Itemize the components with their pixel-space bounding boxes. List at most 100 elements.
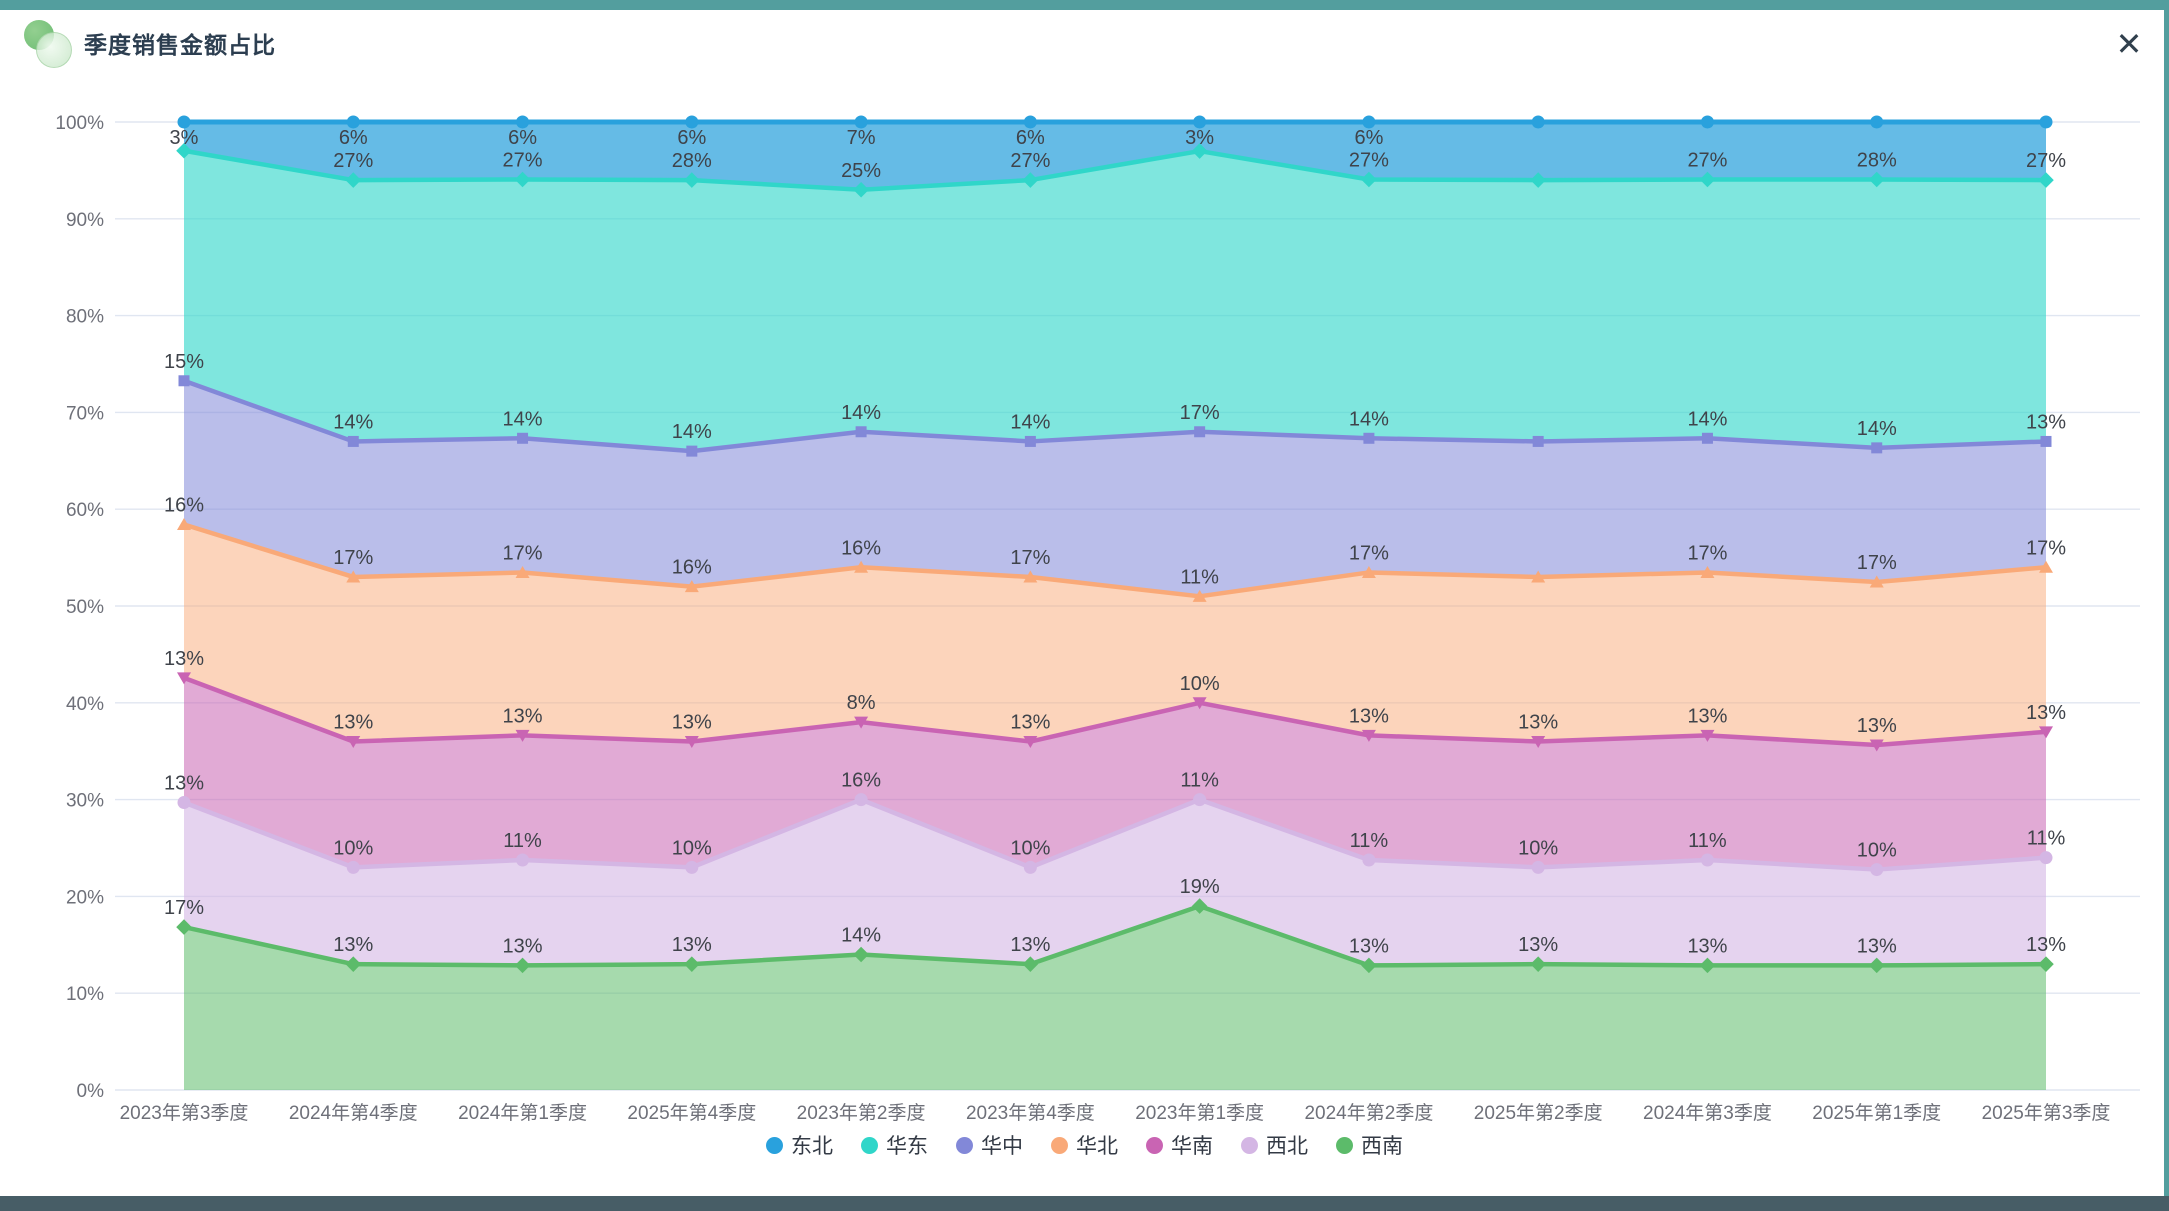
legend-label: 西南 (1361, 1135, 1403, 1158)
svg-text:17%: 17% (1180, 402, 1220, 424)
svg-text:13%: 13% (2026, 934, 2066, 956)
close-icon: ✕ (2115, 26, 2143, 62)
chart-legend: 东北 华东 华中 华北 华南 西北 西南 (0, 1130, 2169, 1160)
legend-dot-icon (766, 1136, 783, 1154)
legend-label: 东北 (791, 1135, 833, 1158)
svg-text:14%: 14% (503, 408, 543, 430)
svg-text:13%: 13% (333, 712, 373, 734)
app-logo-icon (24, 20, 72, 68)
svg-text:13%: 13% (672, 934, 712, 956)
svg-text:17%: 17% (1687, 542, 1727, 564)
svg-text:13%: 13% (1518, 712, 1558, 734)
svg-text:28%: 28% (1857, 150, 1897, 172)
legend-dot-icon (1146, 1136, 1163, 1154)
svg-text:17%: 17% (2026, 537, 2066, 559)
svg-text:13%: 13% (1687, 935, 1727, 957)
svg-text:13%: 13% (1687, 705, 1727, 727)
svg-text:8%: 8% (847, 692, 876, 714)
svg-text:17%: 17% (1349, 542, 1389, 564)
svg-text:2025年第4季度: 2025年第4季度 (627, 1102, 756, 1124)
svg-text:3%: 3% (1185, 127, 1214, 149)
close-button[interactable]: ✕ (2107, 22, 2151, 66)
svg-text:70%: 70% (66, 403, 104, 424)
svg-text:50%: 50% (66, 597, 104, 618)
legend-label: 华东 (886, 1135, 928, 1158)
svg-text:10%: 10% (672, 837, 712, 859)
svg-text:11%: 11% (1688, 830, 1727, 852)
svg-text:17%: 17% (164, 897, 204, 919)
svg-text:13%: 13% (1010, 934, 1050, 956)
svg-text:11%: 11% (1180, 770, 1219, 792)
svg-text:17%: 17% (1857, 552, 1897, 574)
svg-text:13%: 13% (503, 705, 543, 727)
legend-item[interactable]: 西北 (1241, 1130, 1308, 1160)
series-areas (184, 122, 2046, 1090)
svg-text:13%: 13% (1857, 935, 1897, 957)
svg-text:2025年第2季度: 2025年第2季度 (1474, 1102, 1603, 1124)
svg-text:80%: 80% (66, 307, 104, 328)
svg-text:14%: 14% (672, 421, 712, 443)
legend-label: 华南 (1171, 1135, 1213, 1158)
legend-label: 华中 (981, 1135, 1023, 1158)
svg-text:10%: 10% (1010, 837, 1050, 859)
svg-text:14%: 14% (1857, 418, 1897, 440)
svg-text:27%: 27% (503, 150, 543, 172)
svg-text:2023年第2季度: 2023年第2季度 (797, 1102, 926, 1124)
svg-text:17%: 17% (1010, 547, 1050, 569)
window-header: 季度销售金额占比 (24, 20, 276, 68)
svg-text:2023年第4季度: 2023年第4季度 (966, 1102, 1095, 1124)
svg-text:14%: 14% (1687, 408, 1727, 430)
series-markers (176, 115, 2054, 974)
svg-text:16%: 16% (672, 557, 712, 579)
legend-item[interactable]: 华南 (1146, 1130, 1213, 1160)
svg-text:11%: 11% (1350, 830, 1389, 852)
svg-text:7%: 7% (847, 127, 876, 149)
legend-item[interactable]: 华北 (1051, 1130, 1118, 1160)
svg-text:2025年第3季度: 2025年第3季度 (1982, 1102, 2111, 1124)
svg-text:13%: 13% (2026, 702, 2066, 724)
svg-text:100%: 100% (55, 113, 104, 134)
svg-text:10%: 10% (1518, 837, 1558, 859)
svg-text:14%: 14% (333, 411, 373, 433)
svg-text:13%: 13% (1857, 715, 1897, 737)
svg-text:10%: 10% (1180, 673, 1220, 695)
svg-text:6%: 6% (508, 127, 537, 149)
legend-dot-icon (1241, 1136, 1258, 1154)
page-title: 季度销售金额占比 (84, 32, 276, 58)
svg-text:10%: 10% (333, 837, 373, 859)
data-labels: 3% 6% 6% 6% 7% 6% 3% 6%27% 27% 28% 25% 27% 27% 27% 28%… (164, 127, 2066, 957)
y-axis-labels: 100% 90% 80% 70% 60% 50% 40% 30% 20% 10% 0% (55, 113, 104, 1102)
svg-text:27%: 27% (1010, 150, 1050, 172)
svg-text:3%: 3% (170, 127, 199, 149)
legend-label: 西北 (1266, 1135, 1308, 1158)
svg-text:13%: 13% (2026, 411, 2066, 433)
top-accent-bar (0, 0, 2169, 10)
legend-dot-icon (1336, 1136, 1353, 1154)
svg-text:90%: 90% (66, 210, 104, 231)
svg-text:6%: 6% (1354, 127, 1383, 149)
svg-text:13%: 13% (1349, 705, 1389, 727)
svg-text:2024年第2季度: 2024年第2季度 (1304, 1102, 1433, 1124)
svg-text:13%: 13% (1518, 934, 1558, 956)
svg-text:2023年第3季度: 2023年第3季度 (120, 1102, 249, 1124)
legend-item[interactable]: 东北 (766, 1130, 833, 1160)
svg-text:10%: 10% (66, 984, 104, 1005)
svg-text:16%: 16% (164, 495, 204, 517)
svg-text:6%: 6% (677, 127, 706, 149)
svg-text:14%: 14% (841, 924, 881, 946)
svg-text:30%: 30% (66, 791, 104, 812)
svg-text:20%: 20% (66, 887, 104, 908)
legend-item[interactable]: 西南 (1336, 1130, 1403, 1160)
svg-text:28%: 28% (672, 150, 712, 172)
legend-item[interactable]: 华中 (956, 1130, 1023, 1160)
svg-text:14%: 14% (1349, 408, 1389, 430)
legend-item[interactable]: 华东 (861, 1130, 928, 1160)
svg-text:13%: 13% (503, 935, 543, 957)
bottom-accent-bar (0, 1196, 2169, 1211)
legend-dot-icon (956, 1136, 973, 1154)
svg-text:16%: 16% (841, 537, 881, 559)
svg-text:15%: 15% (164, 351, 204, 373)
svg-text:13%: 13% (1010, 712, 1050, 734)
